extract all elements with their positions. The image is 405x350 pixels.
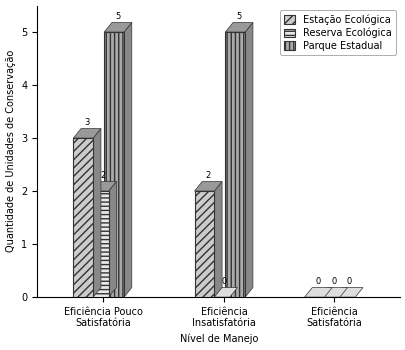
Polygon shape bbox=[194, 182, 222, 191]
Polygon shape bbox=[73, 128, 101, 138]
X-axis label: Nível de Manejo: Nível de Manejo bbox=[179, 334, 257, 344]
Text: 3: 3 bbox=[84, 118, 90, 127]
Polygon shape bbox=[93, 128, 101, 297]
Polygon shape bbox=[209, 288, 237, 297]
Text: 0: 0 bbox=[330, 277, 336, 286]
Polygon shape bbox=[319, 288, 347, 297]
Bar bbox=[73, 138, 93, 297]
Bar bbox=[194, 191, 214, 297]
Polygon shape bbox=[124, 22, 132, 297]
Text: 0: 0 bbox=[315, 277, 320, 286]
Polygon shape bbox=[89, 182, 116, 191]
Text: 0: 0 bbox=[221, 277, 226, 286]
Polygon shape bbox=[304, 288, 331, 297]
Text: 2: 2 bbox=[205, 171, 211, 180]
Polygon shape bbox=[225, 22, 252, 32]
Polygon shape bbox=[214, 182, 222, 297]
Text: 2: 2 bbox=[100, 171, 105, 180]
Polygon shape bbox=[109, 182, 116, 297]
Y-axis label: Quantidade de Unidades de Conservação: Quantidade de Unidades de Conservação bbox=[6, 50, 15, 252]
Text: 0: 0 bbox=[346, 277, 351, 286]
Legend: Estação Ecológica, Reserva Ecológica, Parque Estadual: Estação Ecológica, Reserva Ecológica, Pa… bbox=[279, 10, 394, 55]
Polygon shape bbox=[245, 22, 252, 297]
Text: 5: 5 bbox=[115, 12, 120, 21]
Text: 5: 5 bbox=[236, 12, 241, 21]
Polygon shape bbox=[335, 288, 362, 297]
Bar bbox=[104, 32, 124, 297]
Bar bbox=[225, 32, 245, 297]
Bar bbox=[89, 191, 109, 297]
Polygon shape bbox=[104, 22, 132, 32]
